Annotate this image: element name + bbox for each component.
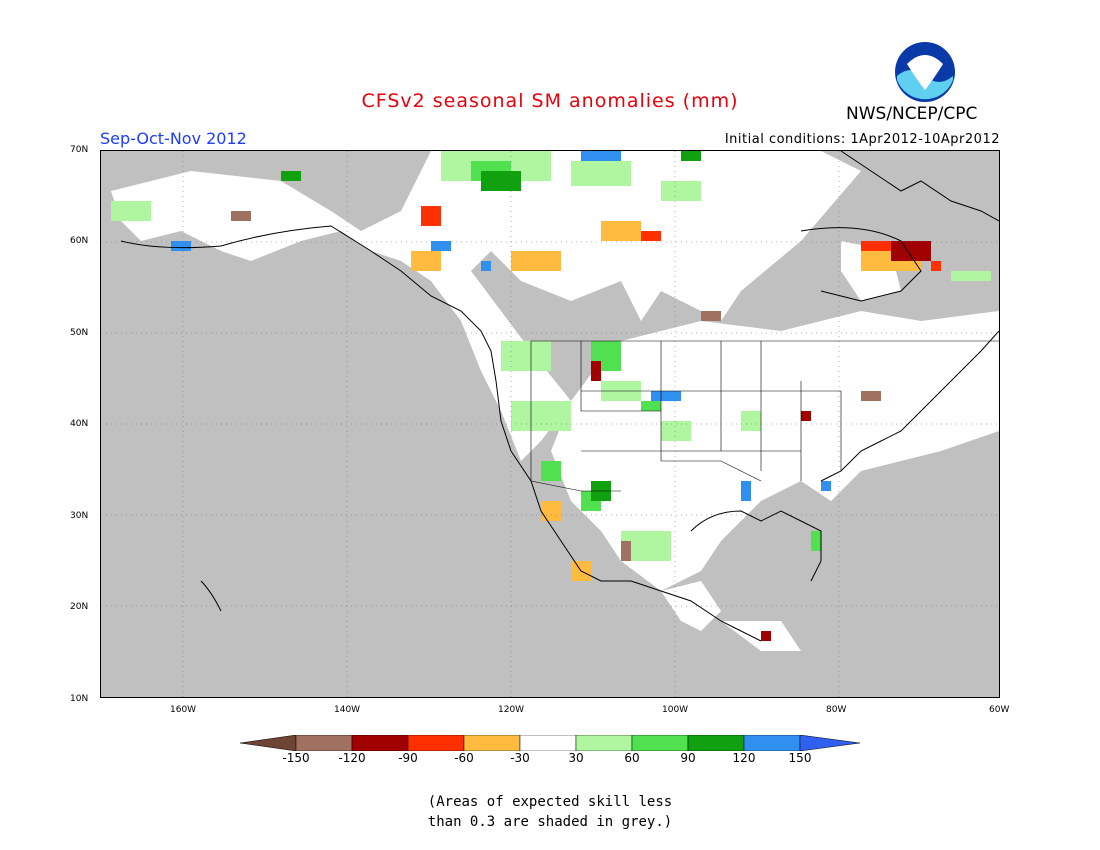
colorbar-label-neg120: -120 — [338, 751, 366, 765]
map-title: CFSv2 seasonal SM anomalies (mm) — [361, 90, 739, 112]
lat-label-70n: 70N — [70, 145, 89, 155]
footnote-line-2: than 0.3 are shaded in grey.) — [427, 814, 673, 830]
colorbar-label-neg60: -60 — [454, 751, 474, 765]
footnote-line-1: (Areas of expected skill less — [427, 794, 673, 810]
lat-label-40n: 40N — [70, 419, 89, 429]
colorbar-label-neg90: -90 — [398, 751, 418, 765]
lon-label-100w: 100W — [662, 705, 689, 715]
lat-label-60n: 60N — [70, 236, 89, 246]
map-svg — [101, 151, 999, 697]
blue-patches — [171, 151, 831, 501]
anomaly-map — [100, 150, 1000, 698]
season-label: Sep-Oct-Nov 2012 — [100, 129, 247, 148]
colorbar-seg-30-60 — [575, 734, 633, 752]
colorbar-label-neg150: -150 — [282, 751, 310, 765]
lat-label-30n: 30N — [70, 511, 89, 521]
colorbar-label-neg30: -30 — [510, 751, 530, 765]
colorbar-seg-60-30 — [463, 734, 521, 752]
footnote: (Areas of expected skill less than 0.3 a… — [0, 792, 1100, 832]
initial-conditions-label: Initial conditions: 1Apr2012-10Apr2012 — [724, 132, 1000, 147]
coastlines — [120, 151, 999, 642]
gridlines — [101, 151, 999, 697]
colorbar-label-120: 120 — [732, 751, 756, 765]
noaa-logo: NOAA — [893, 40, 957, 108]
lon-label-140w: 140W — [334, 705, 361, 715]
political-borders — [530, 340, 999, 492]
lon-label-160w: 160W — [170, 705, 197, 715]
colorbar-seg-90-60 — [407, 734, 465, 752]
colorbar-label-30: 30 — [568, 751, 584, 765]
colorbar-seg-120-90 — [351, 734, 409, 752]
lat-label-50n: 50N — [70, 328, 89, 338]
colorbar-label-150: 150 — [788, 751, 812, 765]
colorbar-seg-lt-150 — [239, 734, 297, 752]
colorbar-seg-60-90 — [631, 734, 689, 752]
lon-label-60w: 60W — [989, 705, 1010, 715]
colorbar-seg-30-30 — [519, 734, 577, 752]
lat-label-10n: 10N — [70, 694, 89, 704]
colorbar-label-60: 60 — [624, 751, 640, 765]
org-label: NWS/NCEP/CPC — [846, 104, 978, 124]
lon-label-80w: 80W — [826, 705, 847, 715]
lon-label-120w: 120W — [498, 705, 525, 715]
colorbar — [239, 734, 861, 752]
svg-text:NOAA: NOAA — [913, 57, 937, 66]
lat-label-20n: 20N — [70, 602, 89, 612]
colorbar-seg-150-120 — [295, 734, 353, 752]
colorbar-seg-90-120 — [687, 734, 745, 752]
colorbar-label-90: 90 — [680, 751, 696, 765]
brown-patches — [231, 211, 881, 561]
dark-red-patches — [591, 241, 931, 641]
colorbar-seg-120-150 — [743, 734, 801, 752]
colorbar-seg-gt-150 — [799, 734, 861, 752]
red-patches — [421, 206, 941, 271]
